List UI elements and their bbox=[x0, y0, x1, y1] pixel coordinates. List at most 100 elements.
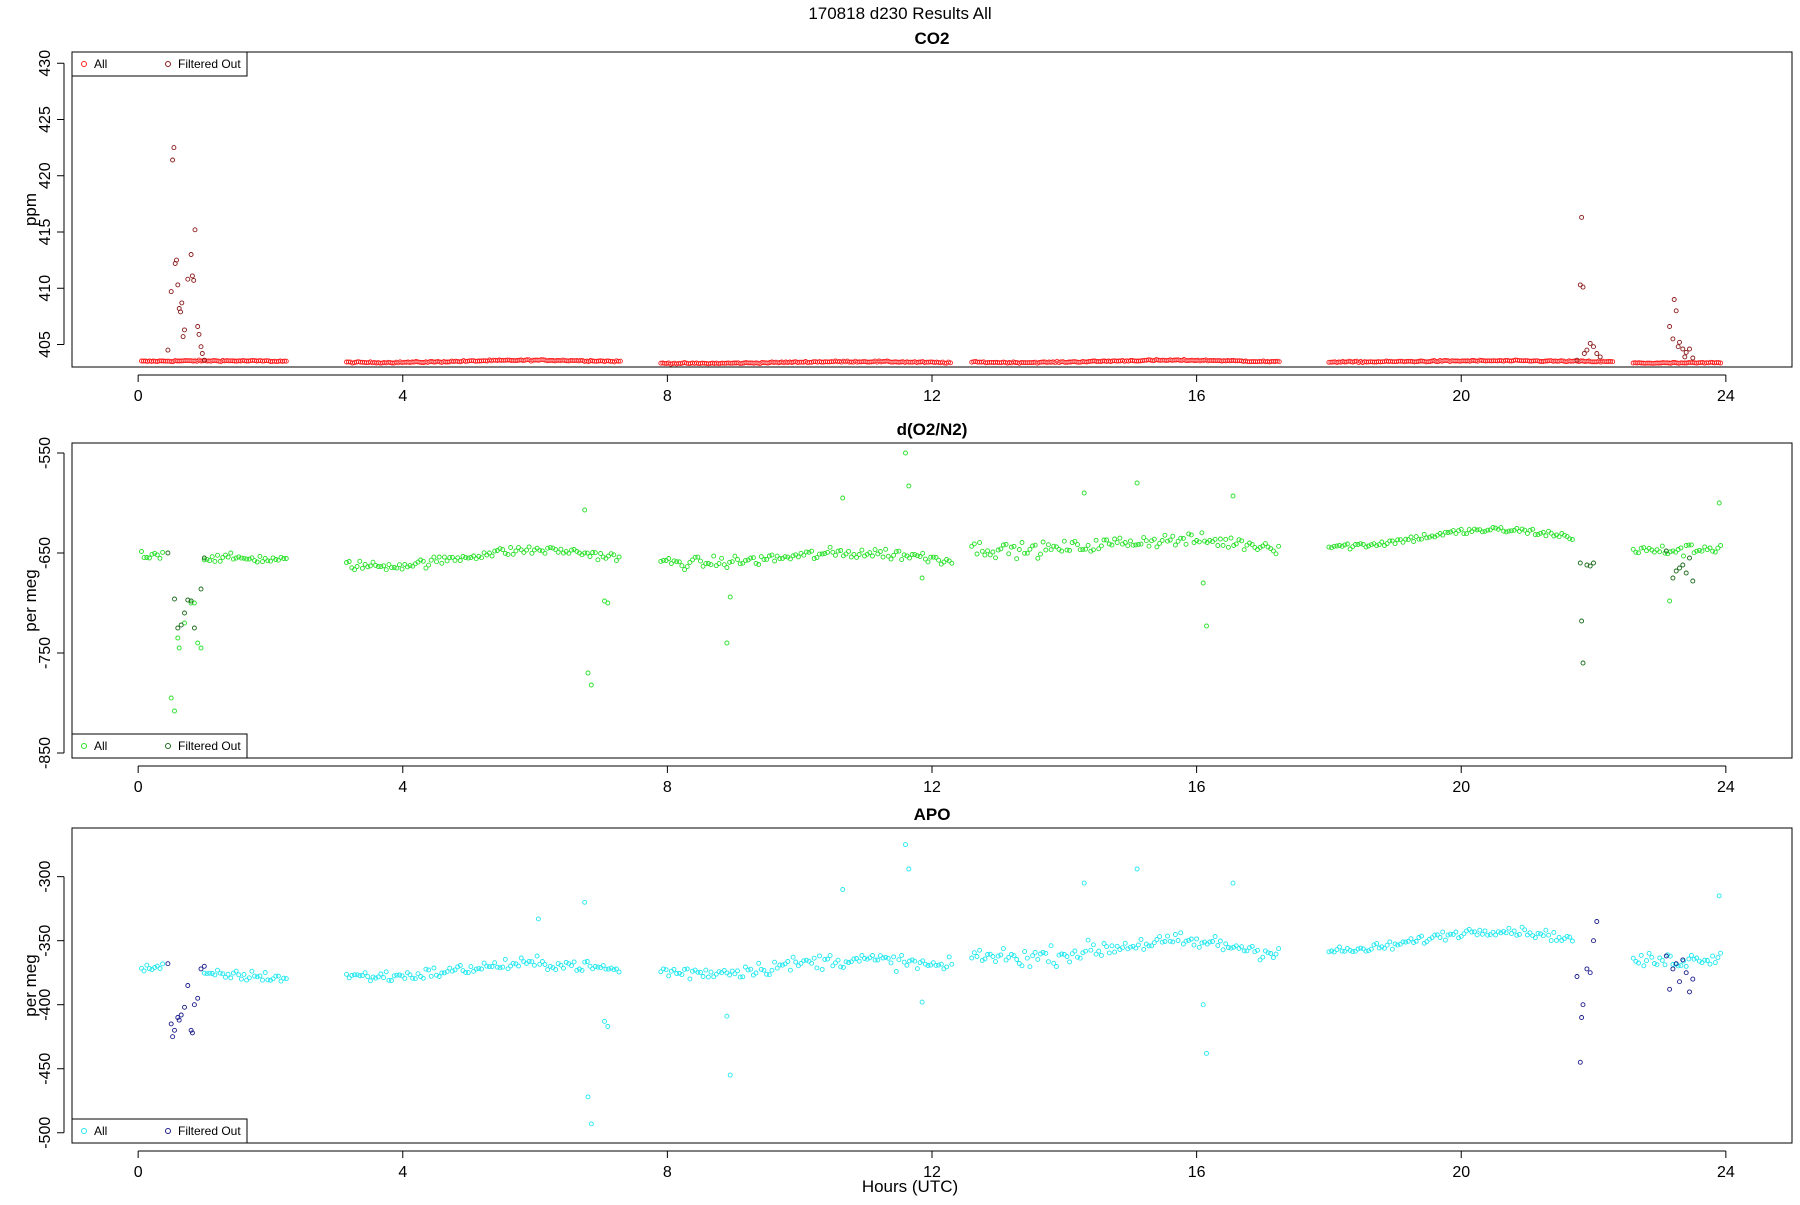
apo-point-all bbox=[1249, 943, 1255, 949]
apo-point-all bbox=[774, 965, 780, 971]
apo-point-all bbox=[394, 972, 400, 978]
o2n2-point-all bbox=[1000, 542, 1006, 548]
apo-point-all bbox=[452, 967, 458, 973]
o2n2-point-all bbox=[1257, 544, 1263, 550]
o2n2-point-all bbox=[1204, 623, 1209, 629]
o2n2-point-all bbox=[447, 555, 453, 561]
o2n2-point-all bbox=[766, 553, 772, 559]
o2n2-point-filtered bbox=[1687, 555, 1692, 561]
apo-point-all bbox=[1384, 942, 1390, 948]
apo-point-all bbox=[1075, 954, 1080, 960]
apo-point-all bbox=[447, 965, 453, 971]
apo-point-all bbox=[1445, 932, 1451, 938]
apo-point-all bbox=[1636, 960, 1641, 966]
apo-point-all bbox=[1411, 940, 1417, 945]
o2n2-point-all bbox=[1143, 538, 1149, 544]
o2n2-point-all bbox=[668, 561, 674, 566]
o2n2-point-all bbox=[209, 554, 215, 560]
o2n2-point-all bbox=[891, 552, 897, 558]
o2n2-point-all bbox=[590, 550, 596, 555]
o2n2-point-all bbox=[801, 552, 807, 558]
apo-point-all bbox=[1255, 947, 1260, 953]
apo-point-all bbox=[1659, 957, 1665, 963]
o2n2-point-all bbox=[982, 552, 988, 558]
o2n2-point-all bbox=[1207, 537, 1213, 543]
o2n2-point-all bbox=[1569, 537, 1575, 542]
apo-point-all bbox=[1329, 948, 1335, 954]
o2n2-point-all bbox=[1651, 549, 1657, 555]
o2n2-point-all bbox=[1101, 537, 1107, 543]
apo-point-all bbox=[1519, 924, 1525, 930]
co2-point-filtered bbox=[195, 324, 201, 329]
apo-point-all bbox=[840, 887, 846, 892]
o2n2-point-all bbox=[1236, 537, 1242, 543]
o2n2-point-all bbox=[690, 557, 695, 563]
apo-point-all bbox=[402, 975, 408, 981]
apo-point-all bbox=[146, 966, 152, 972]
o2n2-point-all bbox=[441, 554, 447, 560]
apo-point-all bbox=[1011, 953, 1017, 959]
apo-point-all bbox=[1138, 936, 1144, 942]
apo-point-filtered bbox=[1683, 970, 1689, 976]
co2-point-filtered bbox=[171, 145, 177, 151]
o2n2-point-all bbox=[977, 540, 983, 546]
o2n2-point-all bbox=[399, 566, 405, 572]
apo-point-all bbox=[1104, 944, 1110, 950]
o2n2-point-all bbox=[207, 558, 213, 564]
apo-point-all bbox=[777, 962, 783, 968]
apo-point-all bbox=[457, 962, 463, 968]
o2n2-point-all bbox=[553, 547, 559, 553]
apo-point-all bbox=[761, 967, 767, 973]
apo-point-all bbox=[584, 959, 590, 964]
o2n2-point-all bbox=[912, 552, 918, 558]
o2n2-point-all bbox=[1180, 535, 1186, 541]
o2n2-point-filtered bbox=[165, 550, 171, 556]
apo-point-all bbox=[1109, 943, 1115, 949]
o2n2-y-axis-label: per meg bbox=[21, 569, 40, 631]
apo-point-all bbox=[949, 961, 955, 967]
o2n2-point-all bbox=[257, 553, 263, 559]
o2n2-point-all bbox=[922, 556, 928, 562]
apo-point-all bbox=[1686, 956, 1692, 962]
apo-point-all bbox=[990, 954, 996, 959]
co2-legend-label: All bbox=[94, 57, 107, 71]
apo-point-all bbox=[1646, 950, 1652, 956]
o2n2-point-all bbox=[1133, 542, 1139, 548]
apo-point-all bbox=[1657, 955, 1663, 961]
o2n2-point-all bbox=[1064, 547, 1070, 553]
co2-point-filtered bbox=[1584, 347, 1590, 353]
apo-panel: APO per meg 0 4 8 12 16 20 24 -500 -450 -400 -350 -30… bbox=[21, 805, 1793, 1181]
apo-point-all bbox=[354, 972, 360, 978]
apo-point-all bbox=[827, 953, 833, 959]
o2n2-point-all bbox=[569, 547, 574, 553]
apo-point-all bbox=[375, 974, 381, 980]
co2-legend-marker bbox=[81, 61, 87, 67]
o2n2-point-all bbox=[969, 543, 975, 549]
co2-point-filtered bbox=[1581, 351, 1587, 356]
apo-point-all bbox=[500, 964, 506, 970]
apo-point-all bbox=[449, 968, 455, 974]
apo-point-filtered bbox=[188, 1027, 194, 1033]
apo-point-all bbox=[574, 967, 580, 973]
o2n2-point-all bbox=[217, 558, 223, 564]
apo-point-all bbox=[660, 966, 666, 972]
apo-point-all bbox=[1024, 955, 1030, 961]
apo-point-all bbox=[273, 973, 279, 979]
o2n2-point-all bbox=[344, 560, 349, 565]
o2n2-point-all bbox=[1543, 533, 1549, 539]
apo-point-all bbox=[1133, 945, 1139, 951]
apo-point-all bbox=[832, 960, 838, 966]
o2n2-point-all bbox=[404, 564, 410, 570]
o2n2-point-all bbox=[613, 558, 619, 564]
apo-point-all bbox=[252, 973, 258, 979]
apo-point-all bbox=[695, 969, 701, 975]
o2n2-point-all bbox=[428, 557, 434, 563]
apo-point-all bbox=[215, 967, 220, 973]
apo-point-all bbox=[1056, 952, 1062, 958]
o2n2-point-all bbox=[1220, 542, 1226, 548]
apo-point-all bbox=[1516, 931, 1522, 937]
o2n2-point-all bbox=[819, 551, 825, 557]
o2n2-point-all bbox=[1134, 480, 1140, 486]
apo-point-filtered bbox=[182, 1004, 187, 1010]
o2n2-point-all bbox=[1067, 547, 1073, 553]
